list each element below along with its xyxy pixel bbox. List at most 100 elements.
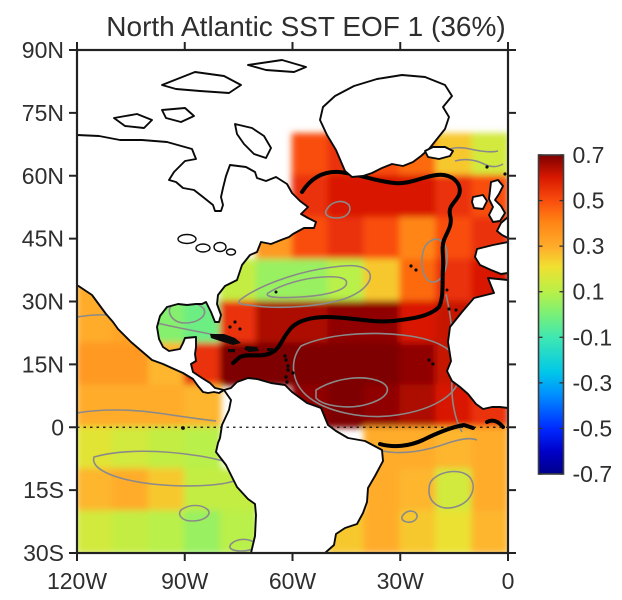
sst-cell (363, 342, 401, 387)
sst-cell (291, 342, 330, 387)
sst-cell (148, 510, 186, 553)
great-lake (177, 233, 197, 245)
arctic-island-coastline (247, 59, 307, 73)
sst-cell (399, 258, 437, 303)
great-lake (213, 241, 227, 253)
lat-tick-label: 75N (22, 100, 64, 126)
sst-cell (77, 426, 114, 470)
sst-cell (255, 258, 294, 303)
antilles-island (284, 375, 288, 379)
sst-cell (77, 342, 114, 387)
lat-tick-label: 15S (23, 477, 64, 503)
canary-island (447, 307, 451, 311)
sst-cell (219, 510, 258, 553)
cape-verde-island (427, 358, 431, 362)
sst-cell (471, 133, 508, 177)
arctic-island-coastline (161, 71, 242, 94)
colorbar: 0.7 0.5 0.3 0.1 -0.1 -0.3 -0.5 -0.7 (537, 142, 613, 487)
arctic-island-coastline (161, 107, 195, 123)
bahamas-island (233, 320, 237, 324)
sst-cell (399, 342, 437, 387)
sst-cell (77, 384, 114, 428)
madeira-island (445, 288, 449, 292)
faroe-island (485, 165, 489, 169)
colorbar-tick-label: -0.5 (573, 415, 613, 441)
sst-cell (77, 468, 114, 512)
azores-island (409, 264, 413, 268)
colorbar-tick-label: -0.1 (573, 324, 613, 350)
chart-title: North Atlantic SST EOF 1 (36%) (106, 11, 505, 42)
great-lake (195, 243, 211, 253)
lat-tick-label: 30S (23, 540, 64, 566)
contour-lines-gray (77, 146, 504, 552)
sst-cell (112, 384, 150, 428)
arctic-island-coastline (113, 113, 153, 129)
ireland-coastline (471, 194, 488, 210)
sst-cell (183, 510, 222, 553)
lat-tick-label: 45N (22, 226, 64, 252)
sst-cell (363, 216, 401, 261)
contour-line-thick-black (231, 169, 505, 449)
colorbar-tick-labels: 0.7 0.5 0.3 0.1 -0.1 -0.3 -0.5 -0.7 (538, 142, 613, 487)
lat-tick-label: 30N (22, 289, 64, 315)
antilles-island (284, 358, 288, 362)
sst-cell (291, 133, 330, 177)
sst-cell (471, 468, 508, 512)
antilles-island (286, 364, 290, 368)
lon-tick-label: 120W (47, 568, 107, 594)
sst-cell (363, 384, 401, 428)
north-america-coastline (77, 134, 317, 394)
antilles-island (286, 368, 290, 372)
coastlines (77, 59, 508, 553)
sst-cell (435, 174, 473, 219)
iberia-coastline (474, 241, 508, 275)
colorbar-tick-label: 0.7 (573, 142, 605, 168)
greenland-coastline (319, 74, 453, 178)
sst-cell (327, 174, 366, 219)
lon-tick-label: 60W (269, 568, 317, 594)
sst-cell (471, 426, 508, 470)
south-america-coastline (215, 377, 384, 553)
azores-island (414, 268, 418, 272)
islands (181, 165, 507, 430)
lat-tick-label: 0 (51, 414, 64, 440)
sst-cell (148, 384, 186, 428)
lat-tick-label: 15N (22, 351, 64, 377)
jamaica-island (228, 349, 235, 353)
sst-cell (399, 216, 437, 261)
sst-cell (327, 216, 366, 261)
bahamas-island (228, 325, 232, 329)
canary-island (454, 308, 458, 312)
lon-tick-label: 0 (502, 568, 515, 594)
colorbar-gradient (537, 154, 565, 475)
shetland-island (503, 172, 507, 176)
sst-cell (327, 300, 366, 345)
sst-cell (471, 510, 508, 553)
sst-cell (363, 510, 401, 553)
lon-tick-label: 90W (161, 568, 209, 594)
baffin-island-coastline (234, 123, 272, 159)
colorbar-tick-label: 0.1 (573, 279, 605, 305)
sst-cell (112, 468, 150, 512)
cape-verde-island (431, 362, 435, 366)
lon-tick-label: 30W (377, 568, 425, 594)
puerto-rico-island (267, 348, 273, 351)
sst-cell (148, 468, 186, 512)
antilles-island (285, 380, 289, 384)
colorbar-tick-label: 0.3 (573, 233, 605, 259)
sst-cell (435, 510, 473, 553)
france-coastline (496, 216, 508, 239)
colorbar-tick-label: 0.5 (573, 188, 605, 214)
sst-cell (148, 426, 186, 470)
iceland-coastline (424, 146, 454, 160)
great-lake (225, 248, 237, 256)
antilles-island (291, 371, 295, 375)
sst-cell (399, 468, 437, 512)
sst-cell (183, 426, 222, 470)
great-britain-coastline (488, 179, 506, 223)
bahamas-island (238, 327, 242, 331)
hispaniola-island (244, 346, 259, 352)
